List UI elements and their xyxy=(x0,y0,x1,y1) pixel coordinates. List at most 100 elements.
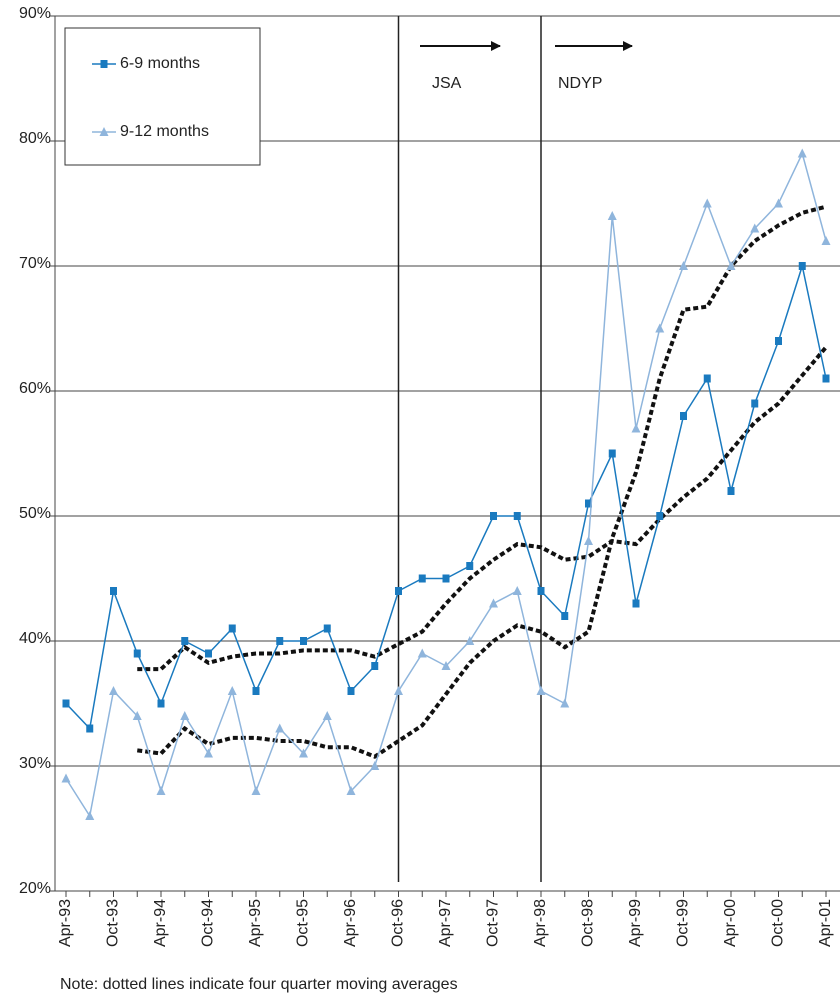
x-tick-label: Oct-95 xyxy=(295,899,312,947)
marker xyxy=(110,587,117,595)
y-tick-label: 80% xyxy=(19,130,51,147)
marker xyxy=(322,711,332,720)
legend-label: 6-9 months xyxy=(120,55,200,72)
x-tick-label: Apr-96 xyxy=(342,899,359,947)
marker xyxy=(821,236,831,245)
y-tick-label: 60% xyxy=(19,380,51,397)
marker xyxy=(585,499,592,508)
x-tick-label: Apr-94 xyxy=(152,899,169,947)
marker xyxy=(109,686,118,695)
marker xyxy=(62,699,70,708)
marker xyxy=(276,637,284,645)
marker xyxy=(181,637,189,645)
x-tick-label: Oct-93 xyxy=(105,899,122,947)
marker xyxy=(417,648,427,658)
marker xyxy=(275,723,285,733)
marker xyxy=(251,786,261,795)
marker xyxy=(537,587,545,595)
marker xyxy=(227,686,237,695)
x-tick-label: Apr-98 xyxy=(532,899,549,947)
x-tick-label: Oct-99 xyxy=(675,899,692,947)
marker xyxy=(395,587,402,595)
marker xyxy=(157,699,165,708)
marker xyxy=(252,687,260,695)
marker xyxy=(323,624,331,633)
y-tick-label: 40% xyxy=(19,630,51,647)
marker xyxy=(86,724,94,733)
x-tick-label: Oct-98 xyxy=(580,899,597,947)
marker xyxy=(703,374,711,383)
y-tick-label: 30% xyxy=(19,755,51,772)
annotation: JSA xyxy=(432,75,462,92)
x-tick-label: Apr-99 xyxy=(627,899,644,947)
marker xyxy=(205,649,212,658)
series-line xyxy=(65,263,827,731)
marker xyxy=(751,399,759,408)
marker xyxy=(156,786,166,795)
marker xyxy=(132,711,142,720)
marker xyxy=(370,761,380,770)
marker xyxy=(418,574,426,583)
marker xyxy=(656,512,664,520)
marker xyxy=(797,148,807,158)
annotation: NDYP xyxy=(558,75,602,92)
marker xyxy=(85,811,95,820)
y-tick-label: 20% xyxy=(19,880,51,897)
marker xyxy=(702,198,712,208)
marker xyxy=(204,748,213,758)
marker xyxy=(584,536,593,545)
marker xyxy=(100,60,108,68)
moving-average-line xyxy=(136,204,827,759)
marker xyxy=(180,711,190,720)
marker xyxy=(346,786,356,795)
marker xyxy=(679,261,688,270)
marker xyxy=(798,262,806,270)
marker xyxy=(608,449,616,458)
note: Note: dotted lines indicate four quarter… xyxy=(60,976,458,993)
marker xyxy=(300,637,307,645)
x-tick-label: Apr-00 xyxy=(722,899,739,947)
marker xyxy=(822,374,830,383)
x-tick-label: Oct-00 xyxy=(770,899,787,947)
marker xyxy=(441,661,451,670)
y-tick-label: 70% xyxy=(19,255,51,272)
x-tick-label: Oct-97 xyxy=(485,899,502,947)
marker xyxy=(536,686,546,695)
marker xyxy=(775,337,782,345)
legend-box xyxy=(64,27,261,166)
y-tick-label: 50% xyxy=(19,505,51,522)
marker xyxy=(394,686,403,695)
marker xyxy=(774,198,783,208)
marker xyxy=(371,662,379,670)
marker xyxy=(61,773,71,783)
marker xyxy=(632,599,640,608)
marker xyxy=(561,612,569,620)
marker xyxy=(631,423,641,433)
marker xyxy=(466,562,474,570)
marker xyxy=(680,412,687,420)
marker xyxy=(465,636,475,645)
marker xyxy=(727,487,735,495)
marker xyxy=(442,574,450,583)
x-tick-label: Apr-01 xyxy=(817,899,834,947)
series-line xyxy=(65,151,827,819)
marker xyxy=(750,223,760,233)
marker xyxy=(133,649,141,658)
x-tick-label: Apr-95 xyxy=(247,899,264,947)
marker xyxy=(655,323,665,333)
x-tick-label: Oct-96 xyxy=(390,899,407,947)
marker xyxy=(607,211,617,220)
marker xyxy=(347,687,355,695)
legend-label: 9-12 months xyxy=(120,123,209,140)
marker xyxy=(489,598,498,608)
marker xyxy=(99,127,109,136)
y-tick-label: 90% xyxy=(19,5,51,22)
marker xyxy=(299,748,308,758)
marker xyxy=(228,624,236,633)
marker xyxy=(512,586,522,595)
moving-average-line xyxy=(137,345,828,672)
marker xyxy=(490,512,497,520)
x-tick-label: Oct-94 xyxy=(200,899,217,947)
